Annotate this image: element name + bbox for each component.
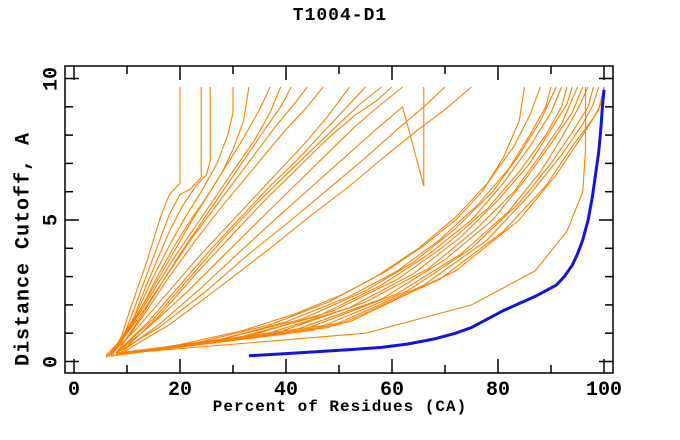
model-curve (121, 87, 425, 353)
model-curve (111, 86, 526, 357)
model-curve (115, 86, 292, 354)
model-curve (110, 86, 351, 355)
x-tick-label: 60 (379, 379, 405, 402)
model-curve (116, 86, 557, 355)
model-curve (116, 86, 446, 354)
model-curve (110, 86, 282, 354)
model-curve (121, 86, 393, 352)
highlighted-model-curve (248, 89, 606, 358)
y-tick-label: 0 (40, 355, 64, 368)
model-curve (107, 86, 271, 357)
model-curve (111, 86, 594, 357)
model-curve (115, 86, 324, 354)
model-curve (126, 87, 587, 354)
chart-title: T1004-D1 (292, 6, 388, 26)
model-curve (111, 86, 584, 357)
model-curve (116, 86, 541, 355)
y-tick-label: 5 (40, 213, 64, 227)
x-tick-label: 40 (273, 379, 299, 402)
model-curve (110, 86, 308, 355)
x-tick-label: 80 (485, 379, 511, 402)
model-curve (121, 86, 472, 354)
model-curve (116, 86, 382, 354)
ticks-layer (65, 66, 613, 373)
model-curve (121, 86, 605, 354)
model-curve (111, 86, 573, 357)
x-tick-label: 100 (585, 379, 623, 402)
model-curve (105, 87, 234, 357)
model-curve (116, 86, 366, 354)
model-curve (111, 87, 605, 357)
x-tick-label: 0 (67, 379, 81, 402)
x-tick-label: 20 (167, 379, 193, 402)
y-tick-label: 10 (40, 66, 64, 91)
model-curve (116, 86, 568, 355)
model-curve (116, 86, 403, 354)
model-curve (116, 86, 589, 355)
x-axis-label: Percent of Residues (CA) (212, 398, 468, 416)
curves-layer (105, 86, 606, 358)
model-curve (116, 86, 579, 355)
model-curve (107, 87, 202, 358)
model-curve (116, 86, 600, 354)
model-curve (111, 86, 552, 357)
